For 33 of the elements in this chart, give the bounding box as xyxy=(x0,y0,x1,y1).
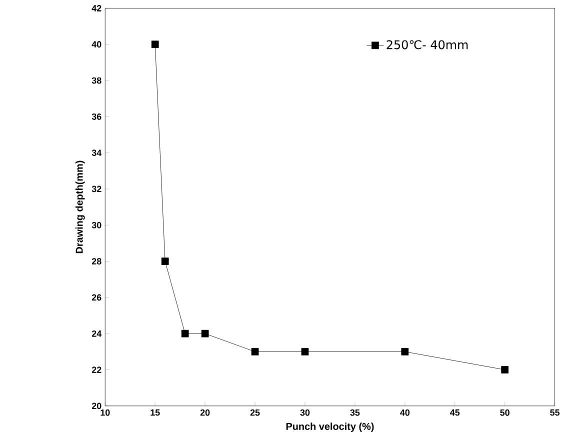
point xyxy=(201,330,209,338)
y-tick-label: 40 xyxy=(92,41,102,48)
x-tick-label: 20 xyxy=(200,409,210,416)
x-tick-label: 40 xyxy=(400,409,410,416)
y-tick-label: 24 xyxy=(92,330,102,337)
point xyxy=(151,40,159,48)
y-axis-title: Drawing depth(mm) xyxy=(75,160,85,254)
y-tick-label: 34 xyxy=(92,150,102,156)
point xyxy=(401,348,409,356)
y-tick-label: 20 xyxy=(92,402,102,410)
y-tick-label: 30 xyxy=(92,222,102,228)
x-tick-label: 10 xyxy=(100,409,110,416)
y-tick-label: 42 xyxy=(92,5,102,12)
x-tick-label: 55 xyxy=(550,409,560,416)
point xyxy=(501,366,509,374)
y-tick-label: 36 xyxy=(92,113,102,120)
x-tick-label: 15 xyxy=(150,409,160,416)
y-tick-label: 32 xyxy=(92,186,102,192)
x-tick-label: 30 xyxy=(300,409,310,416)
point xyxy=(251,348,259,356)
point xyxy=(161,258,169,265)
point xyxy=(181,330,189,338)
x-tick-label: 35 xyxy=(350,409,360,416)
legend-label: 250℃- 40mm xyxy=(386,40,468,50)
point xyxy=(301,348,309,356)
x-tick-label: 25 xyxy=(250,409,260,416)
y-tick-label: 22 xyxy=(92,366,102,373)
y-tick-label: 28 xyxy=(92,258,102,264)
x-axis-title: Punch velocity (%) xyxy=(286,422,374,432)
x-tick-label: 50 xyxy=(500,409,510,416)
x-tick-label: 45 xyxy=(450,409,460,416)
y-tick-label: 38 xyxy=(92,77,102,84)
y-tick-label: 26 xyxy=(92,294,102,301)
